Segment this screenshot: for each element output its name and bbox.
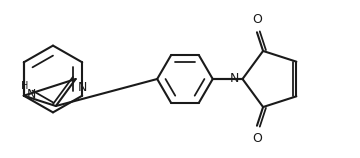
Text: N: N: [27, 88, 36, 101]
Text: N: N: [230, 73, 239, 85]
Text: O: O: [252, 13, 262, 26]
Text: H: H: [21, 81, 28, 91]
Text: O: O: [252, 132, 262, 145]
Text: N: N: [78, 81, 87, 94]
